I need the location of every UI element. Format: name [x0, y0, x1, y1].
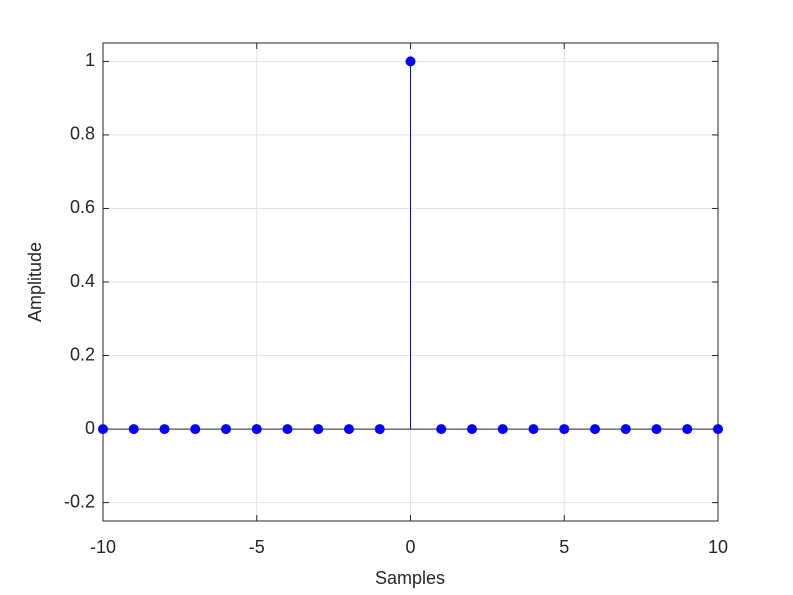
stem-marker: [682, 424, 693, 435]
stem-marker: [282, 424, 293, 435]
stem-marker: [436, 424, 447, 435]
stem-marker: [405, 56, 416, 67]
stem-marker: [713, 424, 723, 435]
stem-marker: [98, 424, 108, 435]
stem-marker: [620, 424, 631, 435]
stem-marker: [190, 424, 201, 435]
stem-marker: [497, 424, 508, 435]
stem-marker: [159, 424, 170, 435]
y-axis-label: Amplitude: [25, 242, 45, 322]
x-tick-label: -10: [90, 537, 116, 557]
stem-marker: [467, 424, 477, 435]
x-tick-label: 0: [405, 537, 415, 557]
stem-marker: [128, 424, 139, 435]
y-tick-label: -0.2: [64, 491, 95, 511]
stem-marker: [313, 424, 324, 435]
y-tick-label: 0: [85, 418, 95, 438]
stem-marker: [344, 424, 354, 435]
x-tick-label: 10: [708, 537, 728, 557]
x-axis-label: Samples: [375, 568, 445, 588]
y-tick-label: 0.4: [70, 271, 95, 291]
y-tick-label: 0.6: [70, 197, 95, 217]
y-tick-label: 0.8: [70, 124, 95, 144]
x-tick-label: 5: [559, 537, 569, 557]
x-tick-label: -5: [249, 537, 265, 557]
stem-marker: [590, 424, 600, 435]
y-tick-label: 1: [85, 50, 95, 70]
stem-marker: [651, 424, 662, 435]
y-tick-label: 0.2: [70, 344, 95, 364]
stem-marker: [251, 424, 262, 435]
plot-frame: [102, 42, 719, 522]
stem-marker: [559, 424, 570, 435]
stem-marker: [221, 424, 231, 435]
stem-marker: [528, 424, 539, 435]
stem-marker: [374, 424, 385, 435]
